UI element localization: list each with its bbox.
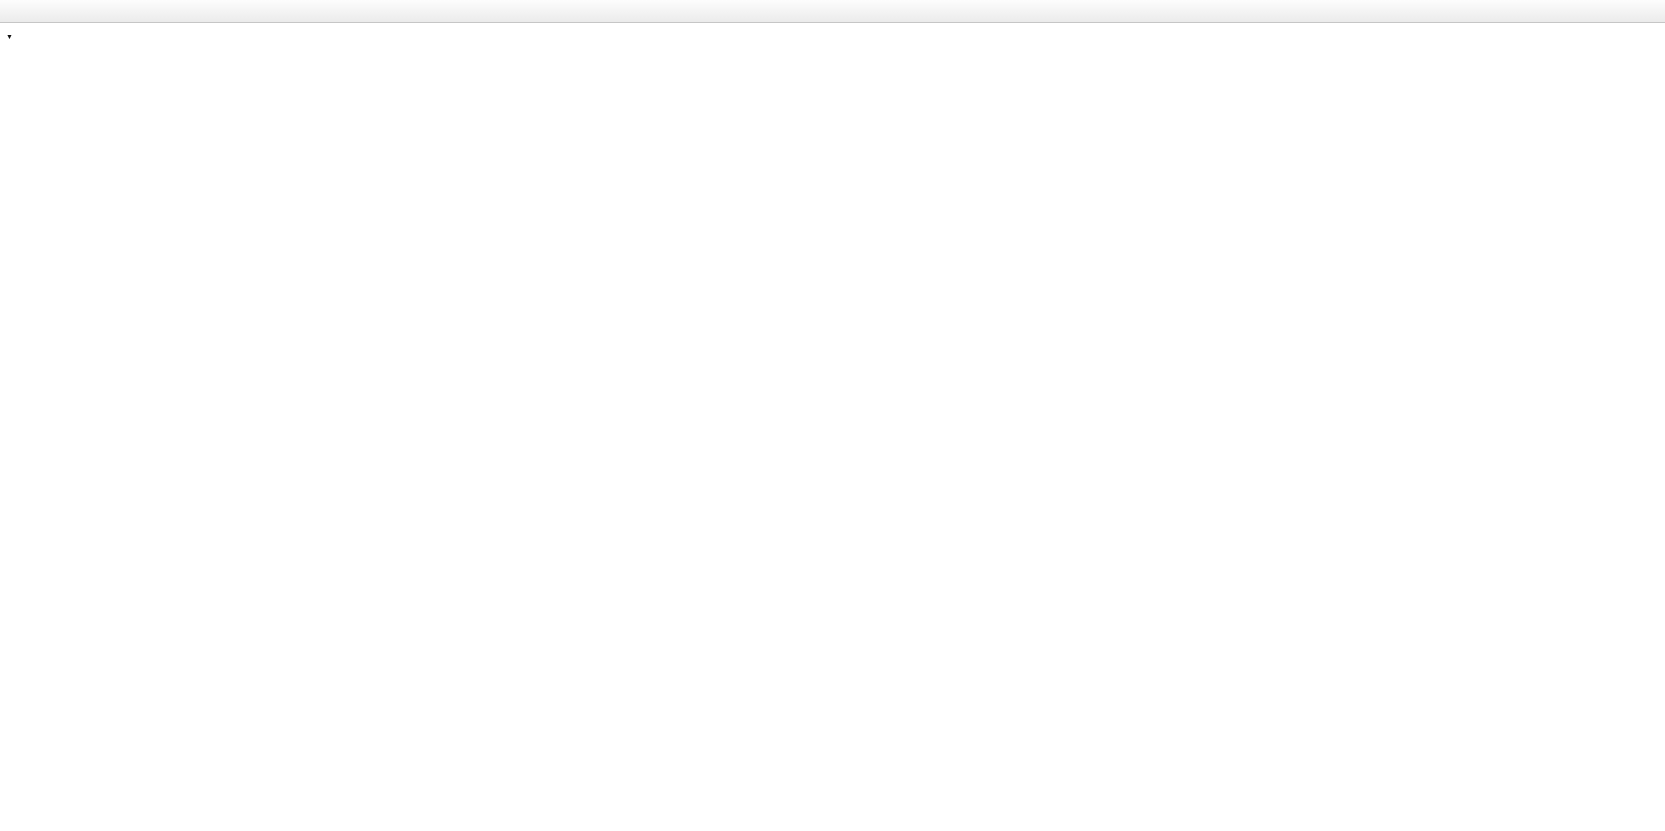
chart-symbol-label: ▼ bbox=[6, 31, 22, 42]
main-toolbar bbox=[0, 0, 1665, 23]
symbol-triangle-icon: ▼ bbox=[6, 34, 13, 41]
